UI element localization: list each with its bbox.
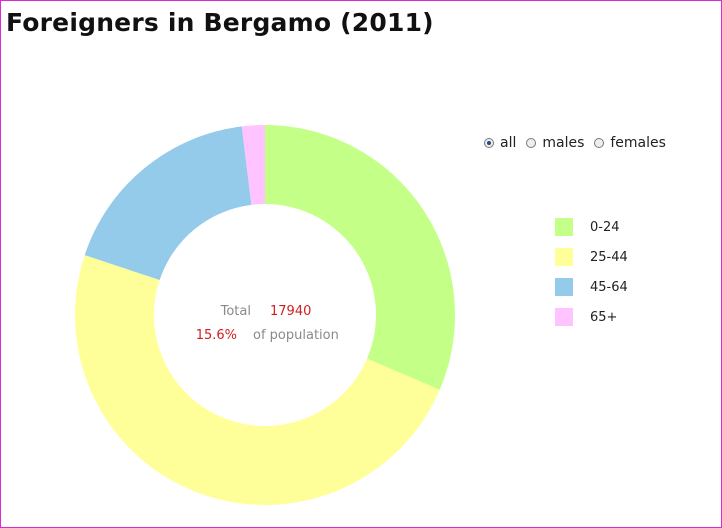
legend-item-45-64: 45-64 xyxy=(555,272,628,302)
center-percent-label: of population xyxy=(253,328,339,343)
legend-item-0-24: 0-24 xyxy=(555,212,628,242)
legend-label: 45-64 xyxy=(590,279,628,295)
filter-females-label: females xyxy=(610,135,666,151)
donut-slice-45-64[interactable] xyxy=(84,126,252,281)
filter-females-radio[interactable] xyxy=(594,138,605,148)
legend-swatch xyxy=(555,278,573,296)
legend-swatch xyxy=(555,308,573,326)
legend-item-25-44: 25-44 xyxy=(555,242,628,272)
center-total-label: Total xyxy=(220,304,251,319)
filter-all-option[interactable]: all xyxy=(484,135,516,151)
filter-all-label: all xyxy=(500,135,517,151)
population-filter: all males females xyxy=(484,135,676,151)
chart-legend: 0-24 25-44 45-64 65+ xyxy=(555,212,628,332)
center-percent-value: 15.6% xyxy=(196,328,237,343)
filter-males-radio[interactable] xyxy=(526,138,537,148)
legend-label: 0-24 xyxy=(590,219,620,235)
legend-swatch xyxy=(555,248,573,266)
legend-item-65-plus: 65+ xyxy=(555,302,628,332)
filter-males-option[interactable]: males xyxy=(526,135,584,151)
donut-slices xyxy=(74,125,456,505)
filter-males-label: males xyxy=(542,135,585,151)
donut-center: Total 17940 15.6% of population xyxy=(196,304,339,343)
legend-label: 65+ xyxy=(590,309,618,325)
page-title: Foreigners in Bergamo (2011) xyxy=(6,8,434,37)
filter-females-option[interactable]: females xyxy=(594,135,666,151)
donut-slice-25-44[interactable] xyxy=(74,255,440,505)
center-total-value: 17940 xyxy=(270,304,311,319)
donut-slice-65-plus[interactable] xyxy=(241,125,265,205)
filter-all-radio[interactable] xyxy=(484,138,494,148)
donut-slice-0-24[interactable] xyxy=(265,125,456,390)
legend-swatch xyxy=(555,218,573,236)
legend-label: 25-44 xyxy=(590,249,628,265)
